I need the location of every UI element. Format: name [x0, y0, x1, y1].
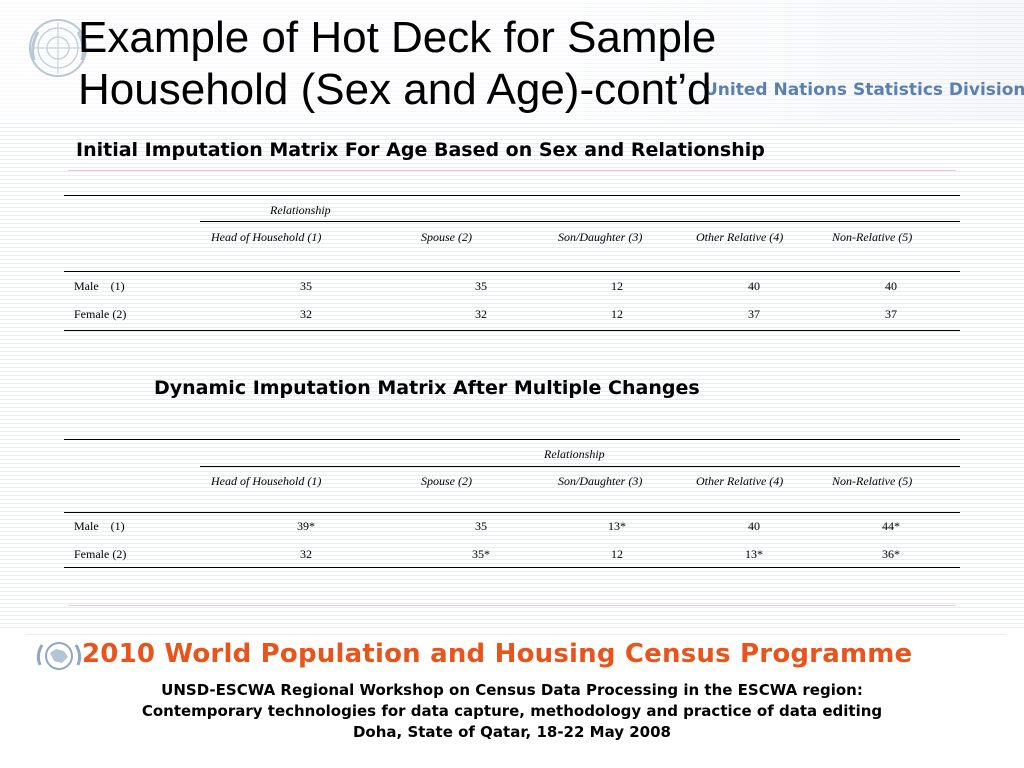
column-header: Non-Relative (5)	[832, 230, 913, 244]
table-cell: 37	[748, 307, 760, 321]
un-emblem-icon	[29, 19, 87, 77]
census-programme-banner: 2010 World Population and Housing Census…	[26, 634, 1006, 677]
banner-title: 2010 World Population and Housing Census…	[82, 639, 913, 669]
table-cell: 40	[885, 279, 897, 293]
table-cell: 40	[748, 519, 760, 533]
table-rule	[64, 330, 960, 331]
row-label: Female (2)	[74, 307, 127, 321]
column-header: Son/Daughter (3)	[558, 230, 643, 244]
table-cell: 35	[300, 279, 312, 293]
group-label: Relationship	[544, 447, 605, 461]
table-rule	[64, 439, 960, 440]
column-header: Spouse (2)	[421, 230, 472, 244]
footer-line-3: Doha, State of Qatar, 18-22 May 2008	[352, 723, 671, 741]
column-header: Spouse (2)	[421, 474, 472, 488]
table-rule	[64, 567, 960, 568]
footer-line-1: UNSD-ESCWA Regional Workshop on Census D…	[161, 681, 863, 699]
initial-matrix-table: Relationship Head of Household (1) Spous…	[64, 194, 960, 334]
table-cell: 32	[300, 307, 312, 321]
table-cell: 12	[611, 547, 623, 561]
table-cell: 13*	[608, 519, 626, 533]
table-cell: 37	[885, 307, 897, 321]
divider	[68, 170, 956, 171]
table-rule	[200, 466, 960, 467]
footer-line-2: Contemporary technologies for data captu…	[141, 702, 883, 720]
table-cell: 44*	[882, 519, 900, 533]
group-label: Relationship	[270, 203, 331, 217]
slide-title: Example of Hot Deck for Sample Household…	[78, 12, 958, 116]
table-cell: 35	[475, 279, 487, 293]
table-rule	[64, 512, 960, 513]
table-cell: 12	[611, 307, 623, 321]
divider	[68, 605, 956, 606]
dynamic-matrix-heading: Dynamic Imputation Matrix After Multiple…	[154, 377, 700, 399]
table-cell: 36*	[882, 547, 900, 561]
table-cell: 12	[611, 279, 623, 293]
column-header: Head of Household (1)	[211, 230, 322, 244]
table-cell: 32	[300, 547, 312, 561]
initial-matrix-heading: Initial Imputation Matrix For Age Based …	[76, 139, 765, 161]
row-label: Male (1)	[74, 279, 125, 293]
table-cell: 40	[748, 279, 760, 293]
dynamic-matrix-table: Relationship Head of Household (1) Spous…	[64, 438, 960, 572]
title-line-1: Example of Hot Deck for Sample	[78, 13, 717, 62]
row-label: Male (1)	[74, 519, 125, 533]
table-cell: 35*	[472, 547, 490, 561]
header-band	[0, 0, 1024, 122]
table-cell: 32	[475, 307, 487, 321]
table-rule	[200, 221, 960, 222]
column-header: Son/Daughter (3)	[558, 474, 643, 488]
table-rule	[64, 271, 960, 272]
table-rule	[64, 195, 960, 196]
table-cell: 39*	[297, 519, 315, 533]
row-label: Female (2)	[74, 547, 127, 561]
column-header: Other Relative (4)	[696, 474, 784, 488]
workshop-footer: UNSD-ESCWA Regional Workshop on Census D…	[0, 680, 1024, 743]
table-cell: 13*	[745, 547, 763, 561]
column-header: Other Relative (4)	[696, 230, 784, 244]
un-wreath-icon	[36, 642, 82, 670]
column-header: Head of Household (1)	[211, 474, 322, 488]
org-label: United Nations Statistics Division	[704, 80, 1024, 100]
column-header: Non-Relative (5)	[832, 474, 913, 488]
title-line-2: Household (Sex and Age)-cont’d	[78, 65, 712, 114]
table-cell: 35	[475, 519, 487, 533]
